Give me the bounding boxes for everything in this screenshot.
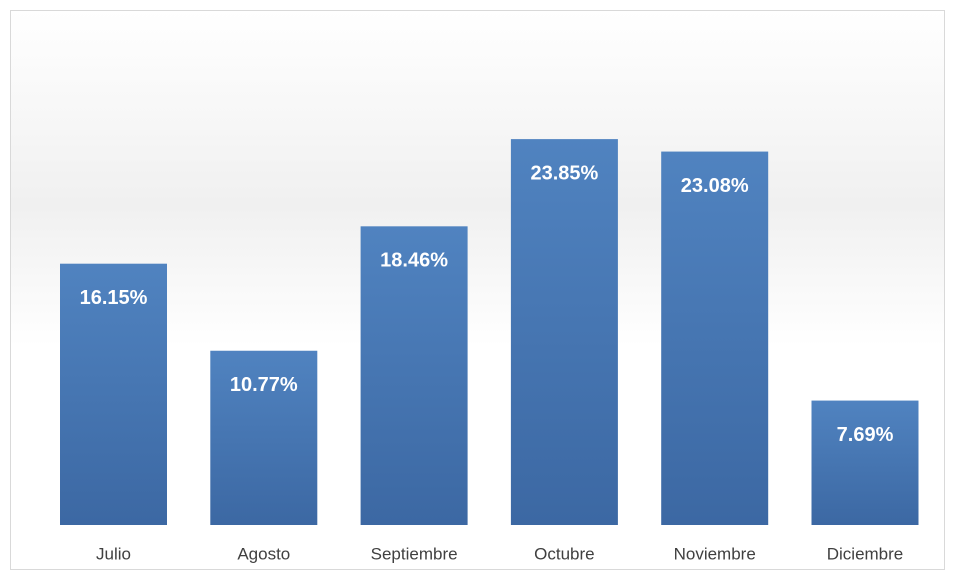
x-tick-label: Noviembre	[674, 544, 756, 563]
data-label: 7.69%	[837, 424, 894, 446]
bar	[60, 263, 167, 525]
x-tick-label: Diciembre	[827, 544, 904, 563]
bar	[661, 151, 769, 525]
data-label: 10.77%	[230, 374, 298, 396]
bar	[360, 226, 468, 525]
bar	[510, 139, 618, 525]
x-tick-label: Octubre	[534, 544, 594, 563]
data-label: 18.46%	[380, 250, 448, 272]
data-label: 23.85%	[530, 162, 598, 184]
x-tick-label: Septiembre	[371, 544, 458, 563]
x-tick-label: Julio	[96, 544, 131, 563]
bar	[210, 350, 318, 525]
x-tick-label: Agosto	[237, 544, 290, 563]
data-label: 23.08%	[681, 175, 749, 197]
bar	[811, 400, 919, 525]
data-label: 16.15%	[80, 287, 148, 309]
